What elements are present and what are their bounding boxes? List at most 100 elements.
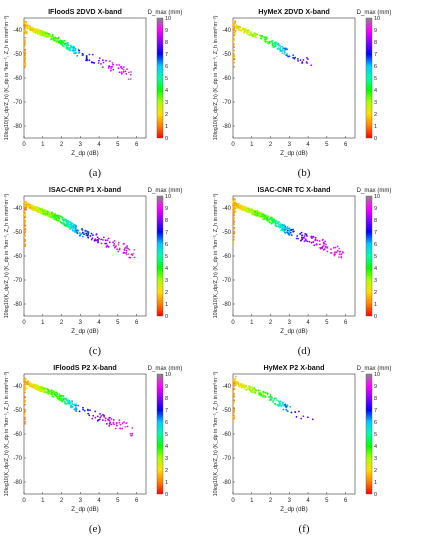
scatter-point xyxy=(258,393,261,396)
scatter-point xyxy=(115,245,118,247)
y-axis-label: 10log10(K_dp/Z_h) (K_dp in °km⁻¹, Z_h in… xyxy=(213,193,219,318)
scatter-point xyxy=(282,402,284,404)
scatter-point xyxy=(55,215,58,218)
scatter-point xyxy=(63,39,66,42)
scatter-point xyxy=(51,211,53,214)
scatter-point xyxy=(29,205,31,208)
scatter-point xyxy=(234,206,237,208)
scatter-point xyxy=(66,399,69,402)
scatter-point xyxy=(266,218,268,221)
colorbar-tick-label: 5 xyxy=(374,254,377,260)
scatter-point xyxy=(57,40,60,42)
scatter-point xyxy=(330,248,332,251)
scatter-point xyxy=(36,31,39,33)
scatter-point xyxy=(277,42,280,45)
scatter-point xyxy=(127,78,130,81)
panel-d: ISAC-CNR TC X-band 0 1 2 3 4 5 6 -40 -50 -60 -70 -80… xyxy=(213,185,391,357)
scatter-point xyxy=(280,404,283,407)
scatter-point xyxy=(63,397,66,400)
scatter-point xyxy=(233,42,236,45)
scatter-point xyxy=(69,405,72,407)
scatter-point xyxy=(284,403,287,406)
y-tick-label: -40 xyxy=(222,206,231,212)
scatter-point xyxy=(24,54,27,57)
scatter-point xyxy=(104,419,107,422)
scatter-point xyxy=(294,411,297,413)
x-tick-label: 4 xyxy=(306,142,310,148)
scatter-point xyxy=(306,240,309,243)
scatter-point xyxy=(59,41,61,44)
panel-f: HyMeX P2 X-band 0 1 2 3 4 5 6 -40 -50 -60 -70 -80 Z_d… xyxy=(213,363,391,535)
x-tick-label: 4 xyxy=(306,498,310,504)
x-tick-label: 2 xyxy=(60,320,64,326)
scatter-point xyxy=(122,68,125,71)
scatter-point xyxy=(233,217,235,220)
scatter-point xyxy=(49,215,52,218)
scatter-point xyxy=(232,20,235,22)
scatter-point xyxy=(24,386,26,388)
scatter-point xyxy=(275,397,277,400)
scatter-point xyxy=(125,249,128,252)
scatter-point xyxy=(321,247,324,249)
scatter-point xyxy=(233,58,235,61)
scatter-point xyxy=(246,387,249,390)
scatter-point xyxy=(238,385,240,387)
scatter-point xyxy=(60,42,63,45)
scatter-point xyxy=(232,238,235,241)
scatter-point xyxy=(310,235,313,238)
scatter-point xyxy=(24,45,26,47)
scatter-point xyxy=(233,53,235,56)
scatter-point xyxy=(249,34,251,37)
scatter-point xyxy=(29,384,32,387)
scatter-point xyxy=(332,246,335,249)
scatter-point xyxy=(108,425,111,427)
colorbar-tick-label: 10 xyxy=(374,16,380,22)
scatter-point xyxy=(85,230,87,232)
scatter-point xyxy=(55,391,58,394)
x-tick-label: 5 xyxy=(325,320,329,326)
colorbar-tick-label: 7 xyxy=(374,230,377,236)
scatter-point xyxy=(119,427,122,430)
scatter-point xyxy=(124,70,127,73)
scatter-point xyxy=(239,29,242,32)
scatter-point xyxy=(311,418,314,421)
scatter-point xyxy=(117,241,120,244)
y-tick-label: -50 xyxy=(13,52,22,58)
scatter-point xyxy=(97,241,99,244)
panel-title: IFloodS P2 X-band xyxy=(53,363,117,372)
scatter-point xyxy=(32,30,35,33)
scatter-point xyxy=(75,230,78,233)
scatter-point xyxy=(110,423,113,426)
scatter-point xyxy=(333,254,336,257)
scatter-points xyxy=(232,197,344,259)
scatter-point xyxy=(123,248,126,251)
scatter-point xyxy=(45,34,48,37)
scatter-point xyxy=(300,239,303,242)
scatter-point xyxy=(264,216,267,219)
scatter-point xyxy=(108,65,111,68)
scatter-point xyxy=(97,62,100,64)
scatter-point xyxy=(23,201,26,204)
scatter-point xyxy=(279,223,282,225)
scatter-point xyxy=(264,396,266,399)
scatter-point xyxy=(233,226,236,229)
y-tick-label: -70 xyxy=(13,278,22,284)
scatter-point xyxy=(263,36,265,39)
scatter-point xyxy=(256,212,259,215)
scatter-point xyxy=(263,214,266,217)
scatter-point xyxy=(288,232,291,235)
scatter-point xyxy=(247,29,250,32)
scatter-point xyxy=(125,422,128,424)
scatter-point xyxy=(45,212,47,215)
scatter-point xyxy=(110,67,112,70)
scatter-point xyxy=(66,46,69,48)
colorbar-tick-label: 4 xyxy=(165,266,168,272)
scatter-point xyxy=(71,400,73,402)
colorbar xyxy=(365,195,373,317)
scatter-point xyxy=(233,399,236,402)
scatter-point xyxy=(45,32,48,35)
x-tick-label: 5 xyxy=(325,498,329,504)
scatter-point xyxy=(123,251,126,254)
scatter-point xyxy=(23,227,26,230)
y-tick-label: -60 xyxy=(13,432,22,438)
